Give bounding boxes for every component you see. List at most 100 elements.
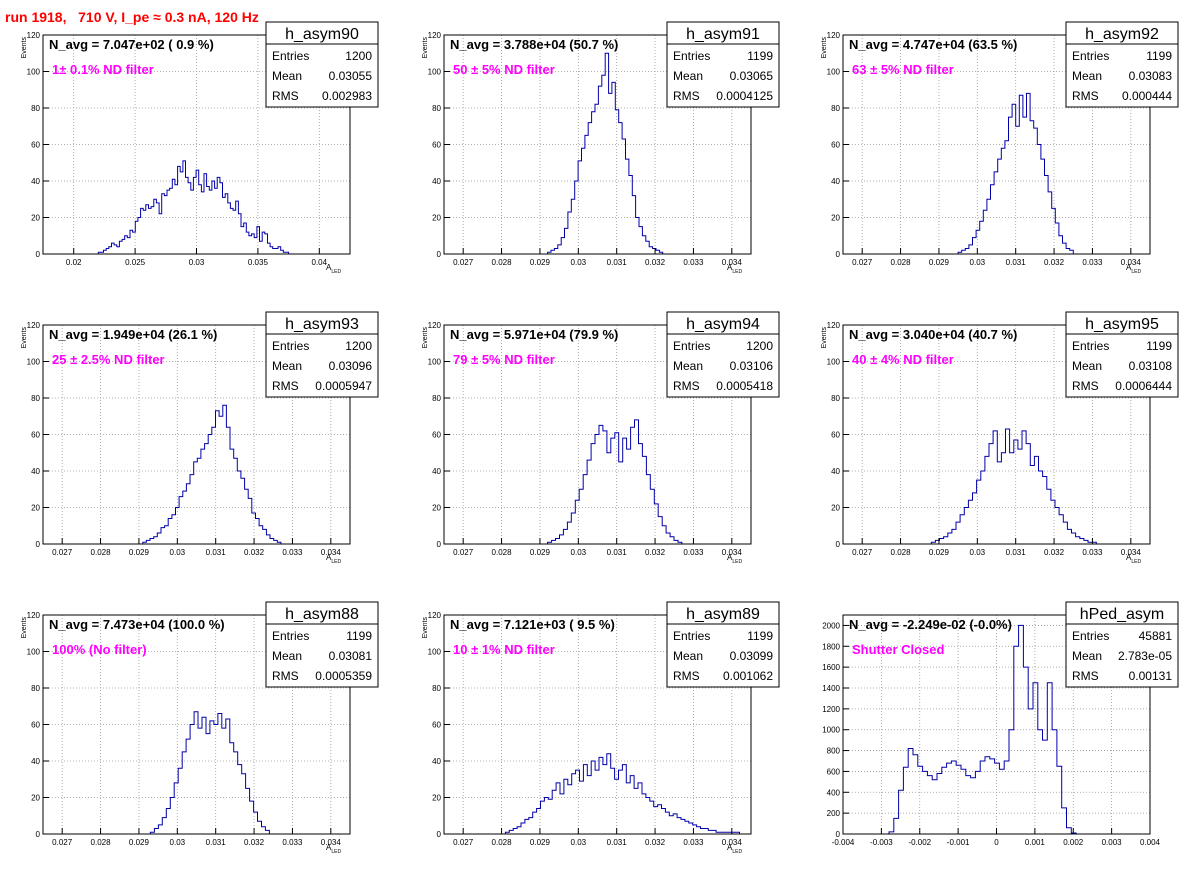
y-axis-title: Events [821, 327, 828, 349]
x-tick-label: 0.03 [571, 258, 587, 267]
x-tick-label: 0.033 [1082, 548, 1103, 557]
stats-label-entries: Entries [1072, 49, 1109, 63]
x-axis-title: ALED [326, 263, 341, 275]
y-tick-label: 80 [432, 394, 441, 403]
histogram-line [547, 419, 683, 544]
stats-label-mean: Mean [1072, 359, 1102, 373]
x-tick-label: 0.027 [852, 548, 873, 557]
x-axis-title: ALED [326, 843, 341, 855]
x-tick-label: -0.001 [947, 838, 970, 847]
stats-value-entries: 1199 [1146, 339, 1172, 353]
x-tick-label: 0.025 [125, 258, 146, 267]
navg-label: N_avg = 1.949e+04 (26.1 %) [49, 327, 217, 342]
x-axis-title-sub: LED [1131, 559, 1141, 565]
stats-label-mean: Mean [272, 69, 302, 83]
y-tick-label: 0 [437, 830, 442, 839]
y-tick-label: 60 [831, 141, 840, 150]
y-tick-label: 120 [428, 611, 442, 620]
x-tick-label: -0.004 [832, 838, 855, 847]
run-title: run 1918, 710 V, I_pe ≈ 0.3 nA, 120 Hz [5, 9, 259, 25]
y-tick-label: 1400 [822, 684, 840, 693]
x-tick-label: 0.034 [722, 838, 743, 847]
y-tick-label: 80 [831, 104, 840, 113]
x-tick-label: 0.027 [52, 838, 73, 847]
y-tick-label: 200 [827, 809, 841, 818]
stats-box-frame [666, 601, 780, 688]
y-tick-label: 0 [836, 250, 841, 259]
x-tick-label: 0.032 [1044, 548, 1065, 557]
y-tick-label: 0 [36, 250, 41, 259]
x-axis-title-main: A [326, 843, 332, 852]
stats-value-rms: 0.000444 [1122, 89, 1172, 103]
x-tick-label: 0.027 [453, 548, 474, 557]
x-axis-title: ALED [1126, 263, 1141, 275]
y-tick-label: 1000 [822, 726, 840, 735]
y-tick-label: 20 [432, 214, 441, 223]
stats-label-mean: Mean [673, 69, 703, 83]
x-tick-label: 0.03 [189, 258, 205, 267]
x-tick-label: 0.029 [530, 258, 551, 267]
y-tick-label: 800 [827, 747, 841, 756]
y-tick-label: 20 [432, 504, 441, 513]
y-tick-label: 40 [432, 467, 441, 476]
histogram-name: h_asym91 [686, 26, 760, 43]
y-tick-label: 60 [831, 431, 840, 440]
x-tick-label: 0.028 [91, 548, 112, 557]
stats-label-entries: Entries [1072, 629, 1109, 643]
x-tick-label: 0.029 [929, 258, 950, 267]
histogram-pad-h_asym95: 0.027 0.028 0.029 0.03 0.031 0.032 0.033 0.034 0… [821, 311, 1179, 565]
filter-annotation: 1± 0.1% ND filter [52, 62, 154, 77]
x-tick-label: 0.004 [1140, 838, 1161, 847]
histogram-pad-h_asym94: 0.027 0.028 0.029 0.03 0.031 0.032 0.033 0.034 0… [422, 311, 780, 565]
stats-label-rms: RMS [272, 89, 299, 103]
y-tick-label: 120 [827, 321, 841, 330]
x-tick-label: 0.032 [645, 548, 666, 557]
stats-value-entries: 1200 [746, 339, 773, 353]
stats-value-entries: 1199 [1146, 49, 1172, 63]
x-tick-label: 0.028 [91, 838, 112, 847]
navg-label: N_avg = 3.788e+04 (50.7 %) [450, 37, 618, 52]
x-tick-label: 0.032 [645, 838, 666, 847]
x-axis-title-main: A [1126, 553, 1132, 562]
histogram-pad-hPed_asym: -0.004 -0.003 -0.002 -0.001 0 0.001 0.002 0.003… [822, 601, 1179, 847]
navg-label: N_avg = -2.249e-02 (-0.0%) [849, 617, 1012, 632]
y-tick-label: 1200 [822, 705, 840, 714]
histogram-line [957, 92, 1074, 254]
histogram-line [97, 160, 290, 254]
stats-value-rms: 0.0004125 [716, 89, 773, 103]
histogram-name: h_asym92 [1085, 26, 1159, 43]
x-axis-title: ALED [326, 553, 341, 565]
x-tick-label: 0.028 [492, 258, 513, 267]
histogram-line [888, 624, 1081, 835]
y-axis-title: Events [422, 37, 429, 59]
stats-value-mean: 0.03081 [329, 649, 373, 663]
x-tick-label: 0.028 [891, 548, 912, 557]
stats-value-mean: 0.03083 [1129, 69, 1173, 83]
stats-label-entries: Entries [272, 629, 309, 643]
y-tick-label: 60 [31, 141, 40, 150]
stats-value-entries: 45881 [1139, 629, 1173, 643]
y-tick-label: 80 [432, 104, 441, 113]
x-tick-label: 0.032 [244, 838, 265, 847]
y-tick-label: 80 [31, 684, 40, 693]
y-tick-label: 1600 [822, 663, 840, 672]
x-tick-label: 0.028 [492, 838, 513, 847]
y-tick-label: 0 [36, 830, 41, 839]
x-axis-title-sub: LED [331, 269, 341, 275]
filter-annotation: Shutter Closed [852, 642, 945, 657]
y-tick-label: 20 [31, 504, 40, 513]
stats-value-mean: 2.783e-05 [1118, 649, 1172, 663]
stats-value-rms: 0.002983 [322, 89, 372, 103]
stats-label-rms: RMS [272, 379, 299, 393]
stats-box: h_asym88 Entries 1199 Mean 0.03081 RMS 0.00053… [265, 601, 379, 688]
y-tick-label: 60 [432, 721, 441, 730]
y-tick-label: 80 [432, 684, 441, 693]
stats-label-rms: RMS [272, 669, 299, 683]
x-tick-label: 0.03 [970, 258, 986, 267]
x-tick-label: 0.03 [571, 838, 587, 847]
y-tick-label: 60 [432, 431, 441, 440]
x-tick-label: 0.033 [1082, 258, 1103, 267]
y-tick-label: 0 [437, 250, 442, 259]
x-tick-label: 0.03 [571, 548, 587, 557]
